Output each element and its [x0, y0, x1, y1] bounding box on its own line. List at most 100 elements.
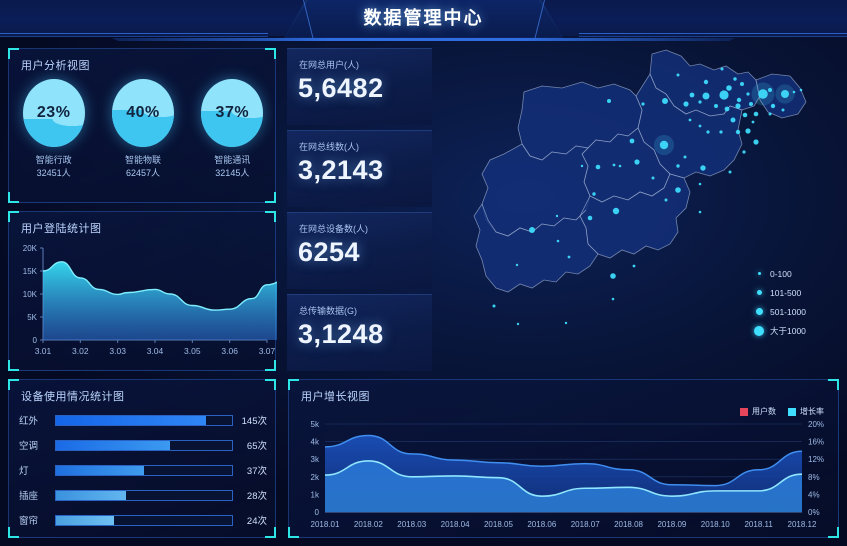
map-dot-34	[742, 150, 746, 154]
legend-item-增长率[interactable]: 增长率	[788, 406, 824, 417]
panel-login-stats: 用户登陆统计图 0 5K 10K 15K 20K 3.01 3.02 3.03 3.04 3.05…	[8, 211, 277, 371]
kpi-value: 6254	[298, 237, 361, 267]
gauge-3[interactable]: 37% 智能通讯 32145人	[195, 79, 269, 199]
svg-text:8%: 8%	[808, 473, 820, 482]
map-dot-7	[746, 92, 750, 96]
svg-text:2018.07: 2018.07	[571, 520, 600, 529]
gauge-count: 62457人	[125, 168, 160, 179]
map-dot-40	[634, 159, 640, 165]
svg-text:0: 0	[315, 508, 320, 517]
device-bar-row[interactable]: 空调 65次	[9, 435, 277, 455]
map-dot-35	[618, 164, 622, 168]
map-dot-19	[742, 112, 748, 118]
gauge-1[interactable]: 23% 智能行政 32451人	[17, 79, 91, 199]
map-dot-6	[740, 82, 744, 86]
growth-legend[interactable]: 用户数 增长率	[740, 406, 824, 417]
map-svg	[473, 49, 807, 326]
map-dot-2	[733, 77, 737, 81]
device-bar-row[interactable]: 窗帘 24次	[9, 510, 277, 530]
map-dot-67	[719, 130, 723, 134]
kpi-value: 3,1248	[298, 319, 384, 349]
gauge-2[interactable]: 40% 智能物联 62457人	[106, 79, 180, 199]
map-dot-13	[736, 97, 742, 103]
map-dot-5	[702, 92, 710, 100]
panel-title-user-analysis: 用户分析视图	[21, 60, 90, 72]
gauge-liquid-circle: 37%	[201, 79, 264, 147]
map-legend-row: 101-500	[748, 283, 806, 302]
map-dot-65	[516, 322, 520, 326]
svg-text:2018.03: 2018.03	[397, 520, 426, 529]
map-dot-57	[567, 255, 571, 259]
gauge-count: 32451人	[36, 168, 71, 179]
panel-title-login-stats: 用户登陆统计图	[21, 223, 102, 235]
svg-text:3k: 3k	[311, 455, 320, 464]
kpi-label: 总传输数据(G)	[299, 306, 357, 316]
device-bar-value: 24次	[246, 516, 267, 527]
map-dot-10	[683, 101, 689, 107]
map-dot-8	[662, 98, 668, 104]
device-bar-label: 红外	[19, 416, 39, 427]
growth-area-chart: 0 0% 1k 4% 2k 8% 3k 12% 4k 16% 5k 20% 2018.01 2018.02…	[311, 420, 824, 529]
svg-text:5K: 5K	[27, 313, 37, 322]
kpi-card-online-devices: 在网总设备数(人) 6254	[287, 212, 432, 289]
device-bar-row[interactable]: 插座 28次	[9, 485, 277, 505]
gauge-percent: 37%	[215, 104, 250, 121]
map-dot-38	[676, 164, 680, 168]
map-dot-47	[651, 176, 655, 180]
page-title: 数据管理中心	[363, 8, 484, 28]
panel-user-growth: 用户增长视图 用户数 增长率 0 0% 1k 4% 2k 8% 3k 12% 4k 16% 5k 20%…	[288, 379, 839, 538]
map-legend-dot-wrap	[748, 290, 770, 295]
header-rule-right-2	[579, 36, 847, 37]
corner-bracket-br	[265, 360, 276, 371]
map-dot-42	[629, 138, 635, 144]
map-dot-28	[781, 90, 789, 98]
svg-text:3.06: 3.06	[221, 346, 238, 356]
device-bar-value: 65次	[246, 441, 267, 452]
map-dot-30	[799, 88, 803, 92]
map-dot-62	[611, 297, 615, 301]
map-dot-33	[753, 139, 759, 145]
region-map[interactable]: 0-100 101-500 501-1000 大于1000	[438, 44, 847, 374]
gauge-count: 32145人	[215, 168, 250, 179]
kpi-value: 3,2143	[298, 155, 384, 185]
map-dot-44	[641, 102, 645, 106]
map-legend-row: 0-100	[748, 264, 806, 283]
header-rule-left-2	[0, 36, 268, 37]
gauge-percent: 23%	[36, 104, 71, 121]
svg-text:3.02: 3.02	[72, 346, 89, 356]
map-dot-22	[714, 104, 718, 108]
svg-text:2018.10: 2018.10	[701, 520, 730, 529]
map-legend-dot-wrap	[748, 272, 770, 275]
gauge-wave	[201, 111, 264, 147]
map-legend-label: 101-500	[770, 287, 802, 298]
map-dot-26	[735, 129, 741, 135]
map-dot-69	[768, 112, 772, 116]
map-dot-32	[781, 108, 785, 112]
svg-text:10K: 10K	[23, 290, 38, 299]
device-bar-row[interactable]: 红外 145次	[9, 410, 277, 430]
map-dot-52	[698, 210, 702, 214]
corner-bracket-tl	[8, 48, 19, 59]
map-dot-53	[612, 207, 620, 215]
kpi-value: 5,6482	[298, 73, 384, 103]
legend-item-用户数[interactable]: 用户数	[740, 406, 776, 417]
map-legend-dot-wrap	[748, 325, 770, 336]
kpi-label: 在网总线数(人)	[299, 142, 359, 152]
gauge-wave	[22, 119, 85, 147]
svg-text:5k: 5k	[311, 420, 320, 429]
device-bar-fill	[56, 515, 115, 525]
map-dot-24	[698, 124, 702, 128]
device-bar-row[interactable]: 灯 37次	[9, 460, 277, 480]
device-bar-label: 空调	[19, 441, 39, 452]
map-dot-64	[564, 321, 568, 325]
device-bar-fill	[56, 465, 144, 475]
map-dot-37	[659, 140, 669, 150]
map-dot-18	[753, 111, 759, 117]
map-dot-0	[676, 73, 680, 77]
map-legend-row: 大于1000	[748, 321, 806, 340]
panel-user-analysis: 用户分析视图 23% 智能行政 32451人 40% 智能物联 62457人 37% 智能通讯…	[8, 48, 276, 203]
map-dot-29	[792, 90, 796, 94]
svg-text:2018.09: 2018.09	[657, 520, 686, 529]
map-dot-25	[706, 130, 710, 134]
svg-text:4%: 4%	[808, 490, 820, 499]
